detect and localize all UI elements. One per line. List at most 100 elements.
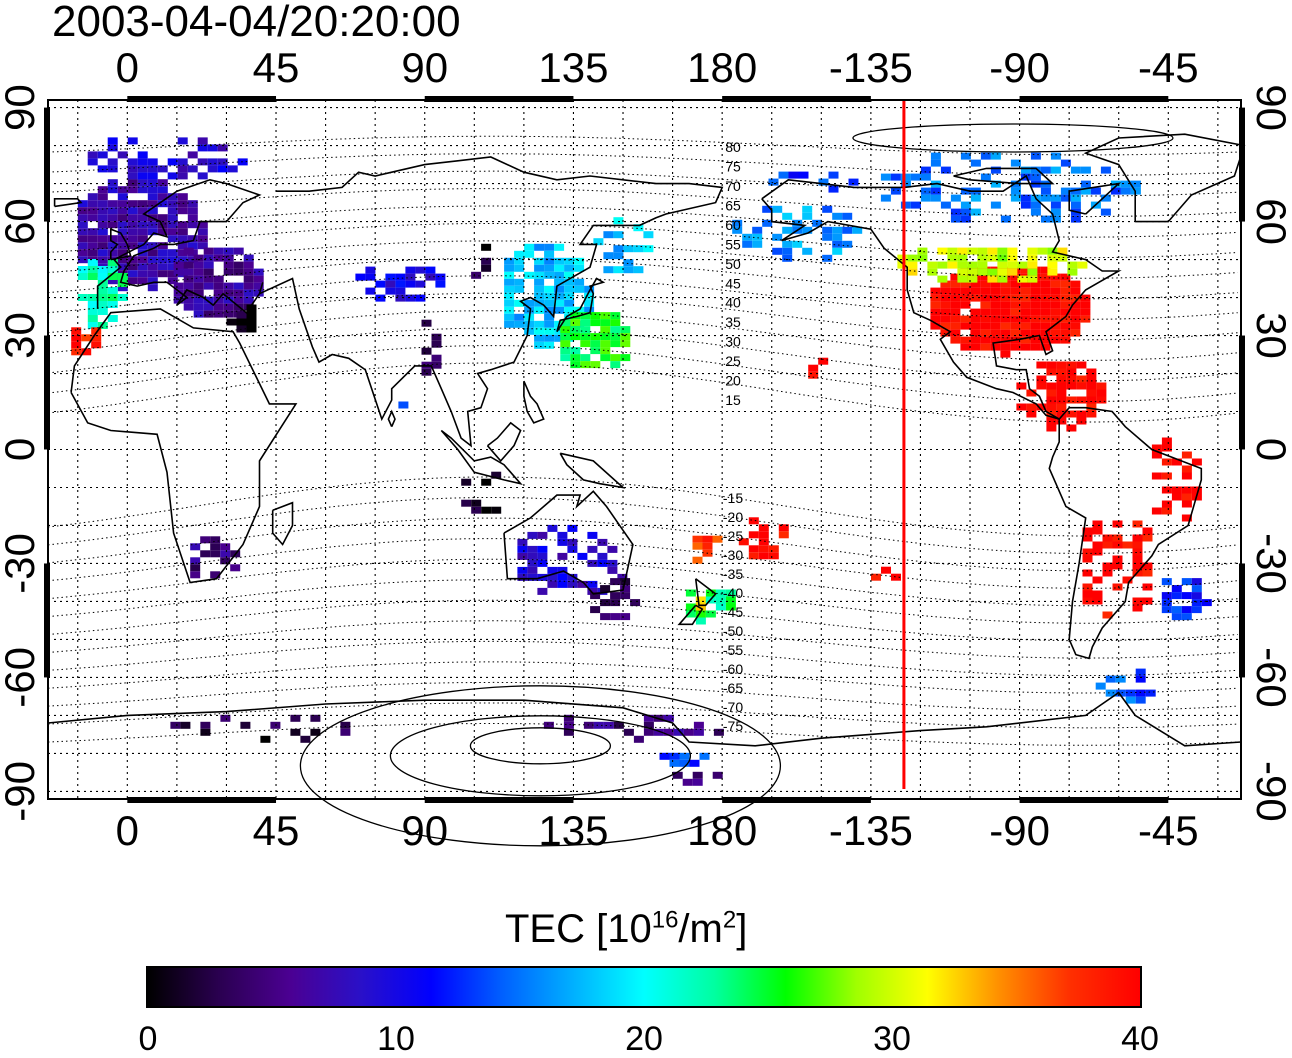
tec-cell xyxy=(127,179,138,187)
tec-cell xyxy=(574,264,585,272)
tec-cell xyxy=(881,566,891,574)
coastline xyxy=(503,490,634,595)
coastline xyxy=(1068,182,1122,215)
tec-cell xyxy=(554,327,565,335)
tec-cell xyxy=(930,294,941,302)
tec-cell xyxy=(880,173,891,181)
tec-cell xyxy=(980,152,991,160)
tec-cell xyxy=(1020,336,1031,344)
tec-cell xyxy=(560,333,571,341)
tec-cell xyxy=(702,535,713,543)
tec-cell xyxy=(1040,266,1051,274)
tec-cell xyxy=(223,296,234,304)
tec-cell xyxy=(243,296,254,304)
tec-cell xyxy=(1080,308,1091,316)
tec-cell xyxy=(930,159,941,167)
tec-cell xyxy=(547,566,558,574)
tec-cell xyxy=(1142,583,1153,591)
tec-cell xyxy=(243,254,254,262)
tec-cell xyxy=(1040,301,1051,309)
tec-cell xyxy=(808,371,819,379)
tec-cell xyxy=(692,535,703,543)
tec-cell xyxy=(147,249,158,257)
tec-cell xyxy=(570,347,581,355)
tec-cell xyxy=(580,326,591,334)
tec-cell xyxy=(236,311,247,319)
tec-cell xyxy=(87,273,98,280)
tec-cell xyxy=(1132,520,1143,528)
tec-cell xyxy=(77,266,88,273)
tec-cell xyxy=(514,257,525,265)
tec-cell xyxy=(1080,180,1091,188)
tec-cell xyxy=(1161,592,1172,600)
tec-cell xyxy=(71,348,82,356)
tec-cell xyxy=(220,550,231,558)
tec-cell xyxy=(1010,315,1021,323)
tec-cell xyxy=(544,313,555,321)
tec-cell xyxy=(977,268,988,276)
tec-cell xyxy=(1020,294,1031,302)
tec-cell xyxy=(107,221,118,229)
tec-cell xyxy=(1191,578,1202,586)
tec-cell xyxy=(1086,410,1097,418)
tec-cell xyxy=(613,217,624,225)
tec-cell xyxy=(997,261,1008,269)
tec-cell xyxy=(1092,548,1103,556)
contour-label: -25 xyxy=(723,528,743,544)
tec-cell xyxy=(564,278,575,286)
tec-cell xyxy=(997,268,1008,276)
tec-cell xyxy=(1030,166,1041,174)
tec-cell xyxy=(177,165,188,173)
tec-cell xyxy=(1102,534,1113,542)
tec-cell xyxy=(1007,268,1018,276)
tec-cell xyxy=(1036,403,1047,411)
tec-cell xyxy=(97,322,108,329)
tec-cell xyxy=(1115,675,1126,683)
tec-cell xyxy=(970,336,981,344)
tec-cell xyxy=(669,759,680,767)
tec-cell xyxy=(1070,287,1081,295)
lon-tick-top: 180 xyxy=(687,44,757,91)
tec-cell xyxy=(1171,592,1182,600)
contour-label: 25 xyxy=(725,353,741,369)
tec-cell xyxy=(157,186,168,194)
tec-cell xyxy=(828,185,839,193)
tec-cell xyxy=(534,306,545,314)
mag-contour xyxy=(47,620,1238,659)
tec-cell xyxy=(183,296,194,304)
tec-cell xyxy=(957,275,968,283)
contour-label: -70 xyxy=(723,699,743,715)
tec-cell xyxy=(527,531,538,539)
tec-cell xyxy=(127,270,138,278)
lat-tick-left: 60 xyxy=(0,198,43,245)
tec-cell xyxy=(584,306,595,314)
tec-cell xyxy=(597,538,608,546)
tec-cell xyxy=(782,226,793,234)
tec-cell xyxy=(173,268,184,276)
tec-cell xyxy=(593,238,604,246)
tec-cell xyxy=(950,336,961,344)
coastline xyxy=(556,277,606,333)
tec-cell xyxy=(987,275,998,283)
tec-cell xyxy=(620,326,631,334)
contour-label: 40 xyxy=(725,295,741,311)
tec-cell xyxy=(107,315,118,322)
tec-cell xyxy=(431,340,442,348)
tec-cell xyxy=(77,273,88,280)
tec-cell xyxy=(1171,606,1182,614)
tec-cell xyxy=(91,327,102,335)
tec-cell xyxy=(213,310,224,318)
tec-cell xyxy=(554,292,565,300)
tec-cell xyxy=(213,282,224,290)
tec-cell xyxy=(1040,194,1051,202)
magnetic-contours: 80 75 70 65 60 55 50 45 40 35 30 25 20 15 -15 -20 -25 -30… xyxy=(47,123,1238,847)
tec-cell xyxy=(560,347,571,355)
mag-contour xyxy=(47,135,1238,156)
tec-cell xyxy=(930,322,941,330)
tec-cell xyxy=(107,235,118,243)
tec-cell xyxy=(544,320,555,328)
tec-cell xyxy=(1010,294,1021,302)
colorbar xyxy=(146,966,1142,1008)
tec-cell xyxy=(1086,382,1097,390)
tec-cell xyxy=(564,313,575,321)
